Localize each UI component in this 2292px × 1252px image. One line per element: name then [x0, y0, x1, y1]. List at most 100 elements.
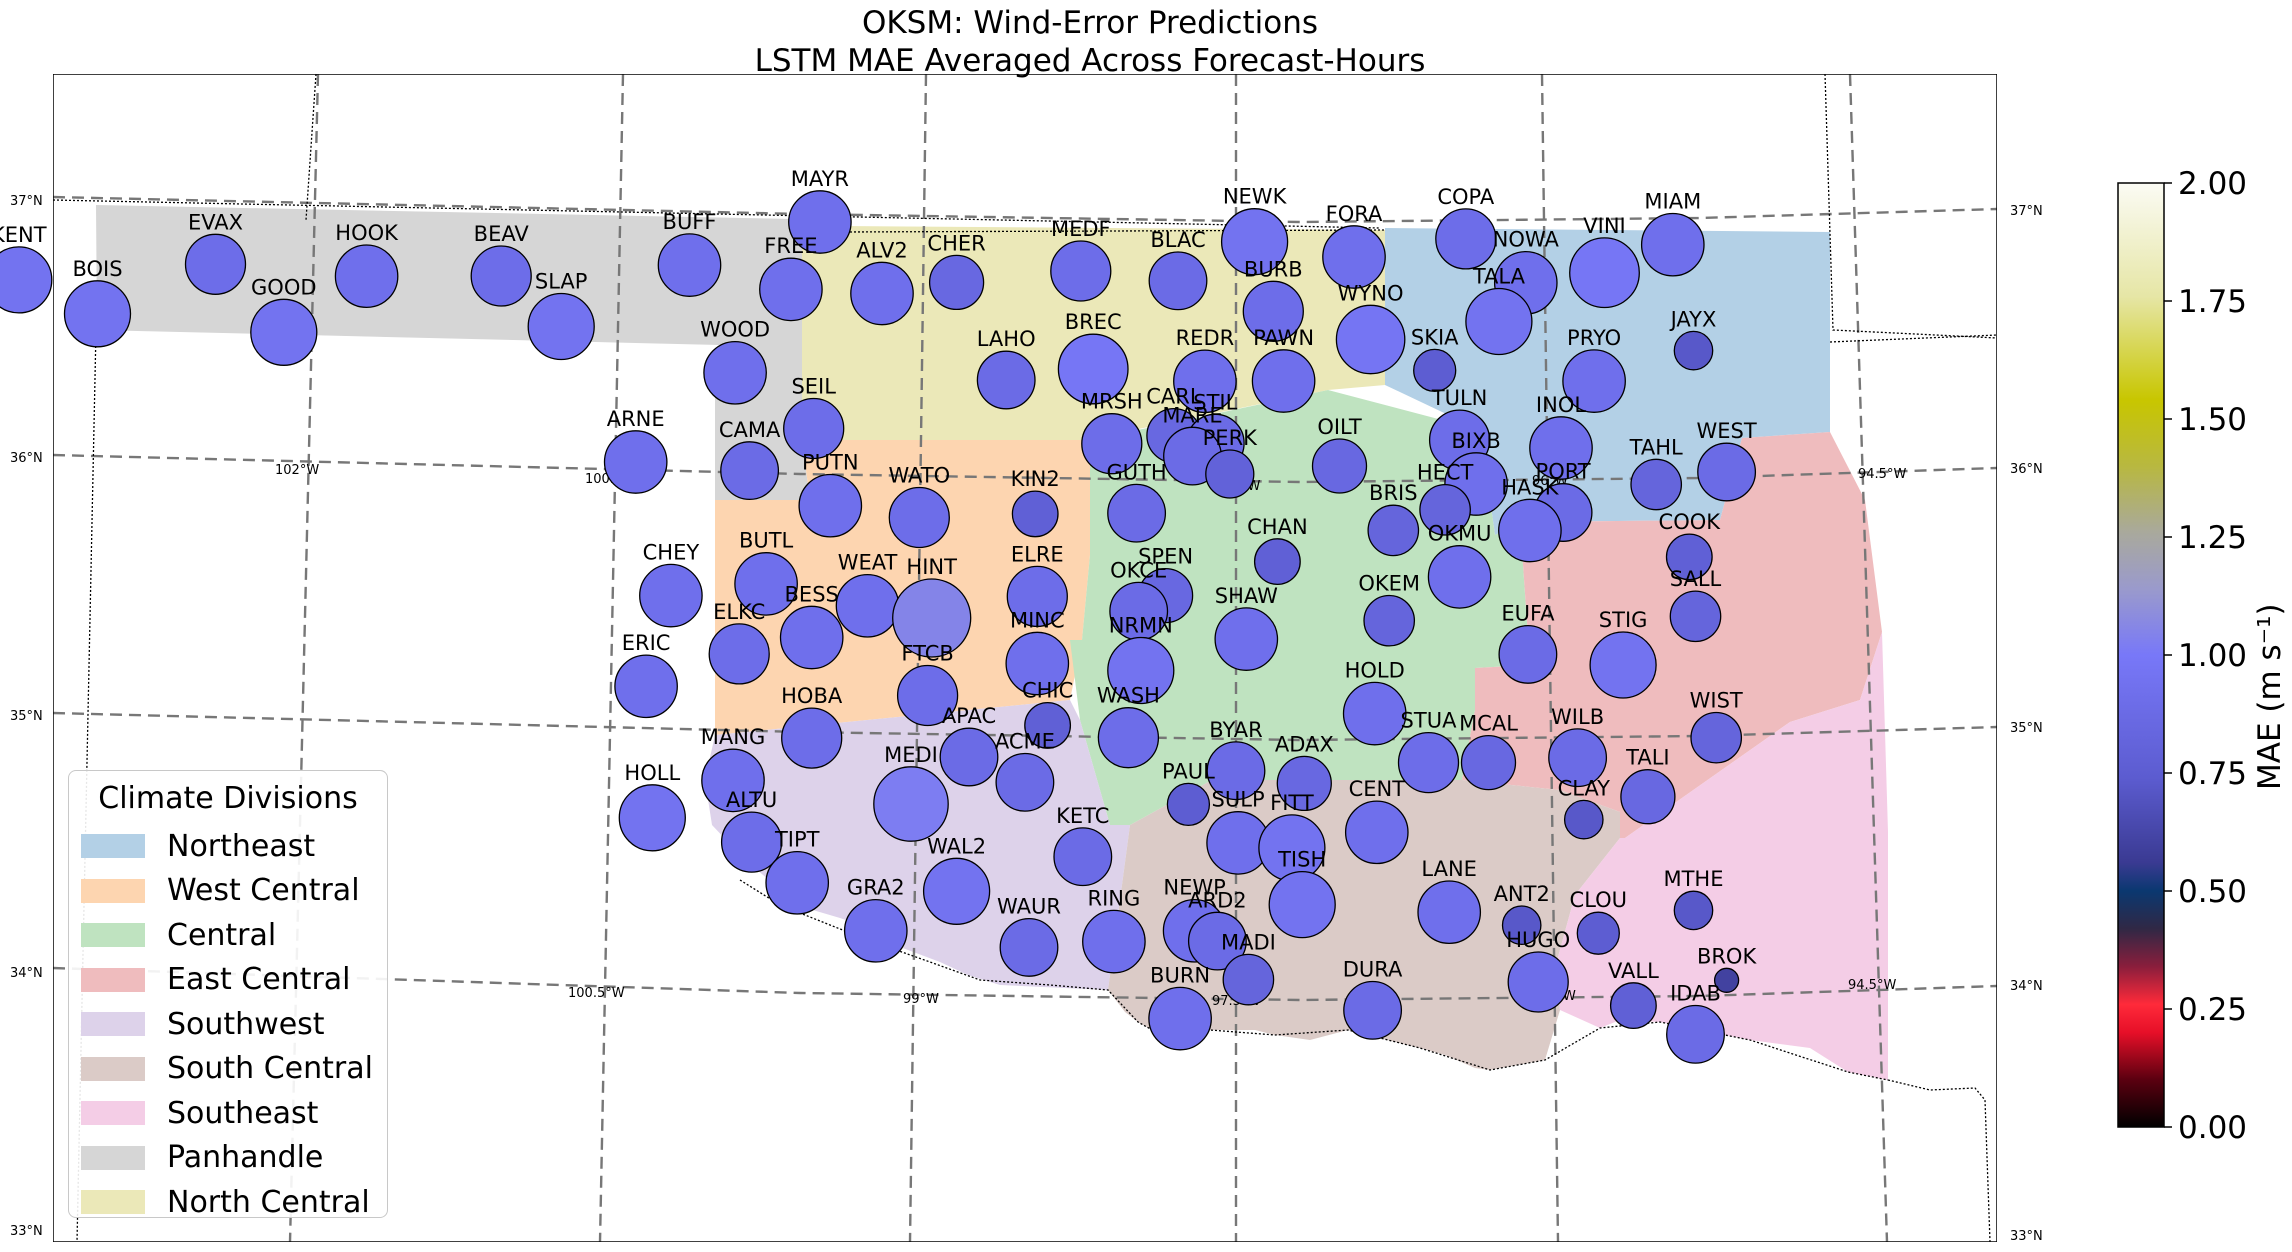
station-marker — [1669, 590, 1722, 643]
station-label: MAYR — [791, 167, 849, 191]
station-wyno: WYNO — [1335, 281, 1406, 375]
station-vall: VALL — [1608, 959, 1659, 1030]
station-marker — [1498, 498, 1562, 563]
legend-label: Southwest — [167, 1006, 325, 1042]
station-marker — [888, 486, 950, 549]
legend-title: Climate Divisions — [98, 781, 358, 816]
legend-label: East Central — [167, 962, 351, 998]
station-marker — [1322, 225, 1386, 289]
station-label: BURB — [1244, 257, 1303, 281]
station-eric: ERIC — [614, 631, 678, 719]
station-chey: CHEY — [639, 540, 703, 628]
station-marker — [1082, 909, 1146, 974]
station-label: FTCB — [901, 642, 953, 666]
station-label: WAUR — [997, 895, 1061, 919]
station-label: REDR — [1176, 326, 1235, 350]
station-idab: IDAB — [1666, 982, 1725, 1064]
station-marker — [1563, 799, 1604, 840]
station-marker — [720, 441, 780, 501]
station-good: GOOD — [250, 275, 318, 366]
station-marker — [1335, 304, 1406, 375]
station-marker — [1609, 982, 1657, 1030]
station-marker — [0, 246, 53, 314]
station-marker — [1665, 533, 1713, 581]
station-label: MARE — [1162, 403, 1222, 427]
station-jayx: JAYX — [1669, 307, 1717, 371]
station-label: ARNE — [607, 407, 665, 431]
station-label: TIPT — [774, 828, 820, 852]
station-label: STIL — [1193, 390, 1237, 414]
station-marker — [896, 664, 959, 727]
station-copa: COPA — [1435, 185, 1497, 270]
station-label: ELRE — [1011, 542, 1064, 566]
station-marker — [1501, 905, 1542, 946]
station-tali: TALI — [1620, 746, 1676, 825]
station-label: PUTN — [802, 451, 859, 475]
station-label: BURN — [1150, 963, 1210, 987]
station-label: MCAL — [1459, 712, 1518, 736]
station-label: KIN2 — [1011, 467, 1060, 491]
station-marker — [657, 233, 722, 297]
station-ketc: KETC — [1053, 804, 1113, 887]
station-skia: SKIA — [1411, 325, 1459, 393]
title-line-1: OKSM: Wind-Error Predictions — [861, 5, 1319, 41]
station-label: SEIL — [791, 375, 836, 399]
station-marker — [1427, 545, 1492, 609]
station-marker — [1220, 208, 1289, 276]
station-acme: ACME — [995, 730, 1055, 812]
station-marker — [1097, 707, 1160, 769]
station-label: WASH — [1097, 684, 1160, 708]
station-marker — [873, 766, 949, 842]
station-marker — [1057, 333, 1129, 405]
station-label: CAMA — [719, 418, 781, 442]
station-evax: EVAX — [184, 210, 247, 295]
station-hoba: HOBA — [781, 684, 843, 769]
station-seil: SEIL — [783, 375, 845, 460]
station-marker — [1344, 800, 1409, 865]
station-tipt: TIPT — [765, 828, 830, 915]
gridline-lat-37 — [53, 195, 1997, 224]
division-panhandle — [96, 205, 842, 500]
station-shaw: SHAW — [1214, 584, 1279, 671]
station-marker — [734, 552, 798, 616]
station-marker — [783, 397, 845, 460]
station-burn: BURN — [1148, 963, 1212, 1051]
station-label: HOLL — [624, 761, 680, 785]
station-marker — [63, 280, 132, 348]
station-marker — [788, 190, 852, 254]
station-label: HOOK — [335, 221, 399, 245]
station-madi: MADI — [1221, 930, 1276, 1006]
station-label: SULP — [1212, 788, 1265, 812]
station-marker — [1367, 504, 1420, 557]
station-marker — [1081, 413, 1143, 475]
station-label: SLAP — [535, 270, 588, 294]
station-hook: HOOK — [334, 221, 399, 309]
station-marker — [1630, 458, 1683, 511]
station-label: MTHE — [1663, 867, 1723, 891]
station-label: SHAW — [1215, 584, 1278, 608]
station-label: ALTU — [726, 788, 777, 812]
station-label: MADI — [1221, 930, 1276, 954]
legend-swatch — [81, 1012, 145, 1037]
station-label: COOK — [1659, 510, 1722, 534]
station-label: JAYX — [1669, 307, 1717, 331]
station-label: WATO — [888, 464, 950, 488]
station-putn: PUTN — [798, 451, 863, 538]
station-brok: BROK — [1697, 944, 1757, 993]
station-label: ARD2 — [1188, 888, 1247, 912]
colorbar-tick-label: 0.50 — [2178, 874, 2247, 910]
station-lane: LANE — [1417, 857, 1482, 945]
station-label: ACME — [995, 730, 1055, 754]
station-label: DURA — [1343, 958, 1403, 982]
station-label: STUA — [1401, 709, 1458, 733]
station-bris: BRIS — [1367, 481, 1420, 557]
lon-label-top: 94.5°W — [1858, 467, 1906, 482]
station-arne: ARNE — [603, 407, 668, 494]
station-label: KETC — [1056, 804, 1109, 828]
division-southeast — [1555, 632, 1888, 1080]
station-beav: BEAV — [470, 222, 532, 307]
station-marker — [1666, 1004, 1725, 1064]
station-marker — [1498, 624, 1558, 684]
station-elkc: ELKC — [708, 600, 770, 685]
